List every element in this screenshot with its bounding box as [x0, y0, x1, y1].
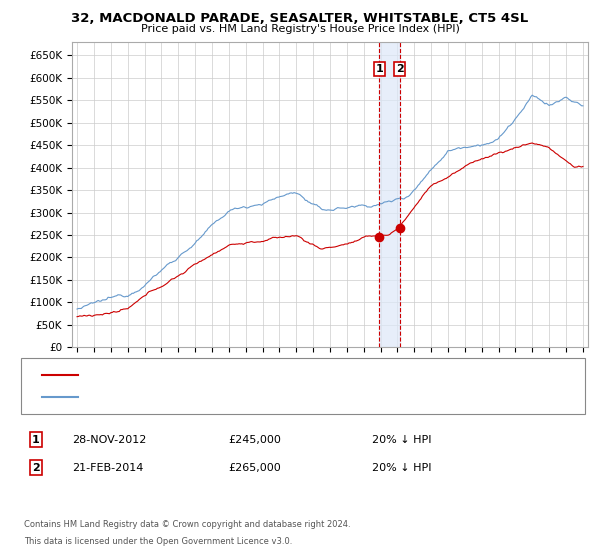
Text: 32, MACDONALD PARADE, SEASALTER, WHITSTABLE, CT5 4SL (detached house): 32, MACDONALD PARADE, SEASALTER, WHITSTA…	[87, 370, 476, 380]
Text: Price paid vs. HM Land Registry's House Price Index (HPI): Price paid vs. HM Land Registry's House …	[140, 24, 460, 34]
Text: 2: 2	[396, 64, 404, 74]
Text: Contains HM Land Registry data © Crown copyright and database right 2024.: Contains HM Land Registry data © Crown c…	[24, 520, 350, 529]
Text: £245,000: £245,000	[228, 435, 281, 445]
Bar	[379, 42, 400, 347]
Text: 20% ↓ HPI: 20% ↓ HPI	[372, 463, 431, 473]
Text: 28-NOV-2012: 28-NOV-2012	[72, 435, 146, 445]
Text: 2: 2	[32, 463, 40, 473]
Text: 32, MACDONALD PARADE, SEASALTER, WHITSTABLE, CT5 4SL: 32, MACDONALD PARADE, SEASALTER, WHITSTA…	[71, 12, 529, 25]
Text: This data is licensed under the Open Government Licence v3.0.: This data is licensed under the Open Gov…	[24, 537, 292, 546]
Text: 1: 1	[375, 64, 383, 74]
Text: HPI: Average price, detached house, Canterbury: HPI: Average price, detached house, Cant…	[87, 393, 323, 403]
Text: 20% ↓ HPI: 20% ↓ HPI	[372, 435, 431, 445]
Text: £265,000: £265,000	[228, 463, 281, 473]
Text: 1: 1	[32, 435, 40, 445]
Text: 21-FEB-2014: 21-FEB-2014	[72, 463, 143, 473]
